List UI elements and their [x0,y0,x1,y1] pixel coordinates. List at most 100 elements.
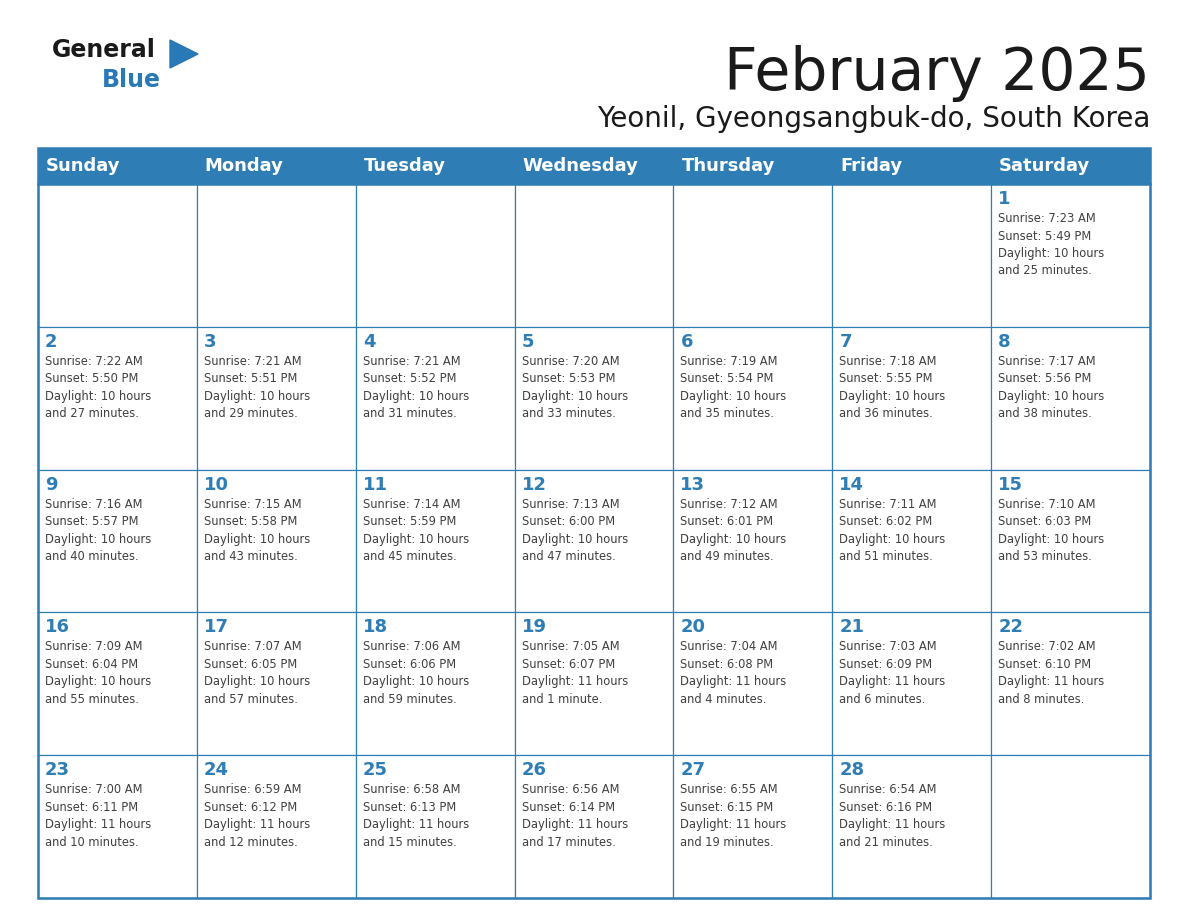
Text: 27: 27 [681,761,706,779]
Bar [514,184,674,327]
Text: Sunrise: 7:07 AM
Sunset: 6:05 PM
Daylight: 10 hours
and 57 minutes.: Sunrise: 7:07 AM Sunset: 6:05 PM Dayligh… [204,641,310,706]
Text: Sunrise: 6:55 AM
Sunset: 6:15 PM
Daylight: 11 hours
and 19 minutes.: Sunrise: 6:55 AM Sunset: 6:15 PM Dayligh… [681,783,786,849]
Text: Sunrise: 6:58 AM
Sunset: 6:13 PM
Daylight: 11 hours
and 15 minutes.: Sunrise: 6:58 AM Sunset: 6:13 PM Dayligh… [362,783,469,849]
Bar [833,756,991,898]
Text: Sunrise: 7:21 AM
Sunset: 5:52 PM
Daylight: 10 hours
and 31 minutes.: Sunrise: 7:21 AM Sunset: 5:52 PM Dayligh… [362,354,469,420]
Text: Sunrise: 7:17 AM
Sunset: 5:56 PM
Daylight: 10 hours
and 38 minutes.: Sunrise: 7:17 AM Sunset: 5:56 PM Dayligh… [998,354,1105,420]
Text: 4: 4 [362,333,375,351]
Text: Sunrise: 7:04 AM
Sunset: 6:08 PM
Daylight: 11 hours
and 4 minutes.: Sunrise: 7:04 AM Sunset: 6:08 PM Dayligh… [681,641,786,706]
Bar [674,184,833,327]
Text: 25: 25 [362,761,387,779]
Bar [674,612,833,756]
Text: Sunrise: 7:10 AM
Sunset: 6:03 PM
Daylight: 10 hours
and 53 minutes.: Sunrise: 7:10 AM Sunset: 6:03 PM Dayligh… [998,498,1105,563]
Text: 26: 26 [522,761,546,779]
Bar [38,470,197,612]
Text: Sunrise: 7:02 AM
Sunset: 6:10 PM
Daylight: 11 hours
and 8 minutes.: Sunrise: 7:02 AM Sunset: 6:10 PM Dayligh… [998,641,1105,706]
Text: 28: 28 [839,761,865,779]
Text: Yeonil, Gyeongsangbuk-do, South Korea: Yeonil, Gyeongsangbuk-do, South Korea [596,105,1150,133]
Text: 7: 7 [839,333,852,351]
Text: 24: 24 [204,761,229,779]
Bar [674,470,833,612]
Text: Sunrise: 7:12 AM
Sunset: 6:01 PM
Daylight: 10 hours
and 49 minutes.: Sunrise: 7:12 AM Sunset: 6:01 PM Dayligh… [681,498,786,563]
Bar [674,327,833,470]
Text: Sunrise: 7:16 AM
Sunset: 5:57 PM
Daylight: 10 hours
and 40 minutes.: Sunrise: 7:16 AM Sunset: 5:57 PM Dayligh… [45,498,151,563]
Bar [197,327,355,470]
Text: 21: 21 [839,619,865,636]
Text: Sunrise: 7:15 AM
Sunset: 5:58 PM
Daylight: 10 hours
and 43 minutes.: Sunrise: 7:15 AM Sunset: 5:58 PM Dayligh… [204,498,310,563]
Bar [833,184,991,327]
Bar [991,470,1150,612]
Text: Sunrise: 7:23 AM
Sunset: 5:49 PM
Daylight: 10 hours
and 25 minutes.: Sunrise: 7:23 AM Sunset: 5:49 PM Dayligh… [998,212,1105,277]
Bar [38,756,197,898]
Bar [197,184,355,327]
Polygon shape [170,40,198,68]
Bar [38,327,197,470]
Text: 2: 2 [45,333,57,351]
Text: 18: 18 [362,619,387,636]
Text: Monday: Monday [204,157,284,175]
Bar [355,756,514,898]
Text: 17: 17 [204,619,229,636]
Text: Sunrise: 7:05 AM
Sunset: 6:07 PM
Daylight: 11 hours
and 1 minute.: Sunrise: 7:05 AM Sunset: 6:07 PM Dayligh… [522,641,627,706]
Text: Thursday: Thursday [682,157,775,175]
Text: Sunrise: 7:21 AM
Sunset: 5:51 PM
Daylight: 10 hours
and 29 minutes.: Sunrise: 7:21 AM Sunset: 5:51 PM Dayligh… [204,354,310,420]
Text: 19: 19 [522,619,546,636]
Bar [833,327,991,470]
Text: Wednesday: Wednesday [523,157,638,175]
Text: Sunrise: 7:22 AM
Sunset: 5:50 PM
Daylight: 10 hours
and 27 minutes.: Sunrise: 7:22 AM Sunset: 5:50 PM Dayligh… [45,354,151,420]
Bar [38,148,1150,898]
Text: Sunrise: 7:06 AM
Sunset: 6:06 PM
Daylight: 10 hours
and 59 minutes.: Sunrise: 7:06 AM Sunset: 6:06 PM Dayligh… [362,641,469,706]
Text: Sunrise: 6:54 AM
Sunset: 6:16 PM
Daylight: 11 hours
and 21 minutes.: Sunrise: 6:54 AM Sunset: 6:16 PM Dayligh… [839,783,946,849]
Bar [991,327,1150,470]
Text: 3: 3 [204,333,216,351]
Bar [355,327,514,470]
Text: Blue: Blue [102,68,162,92]
Text: Sunrise: 7:14 AM
Sunset: 5:59 PM
Daylight: 10 hours
and 45 minutes.: Sunrise: 7:14 AM Sunset: 5:59 PM Dayligh… [362,498,469,563]
Text: Friday: Friday [840,157,903,175]
Text: Sunrise: 7:11 AM
Sunset: 6:02 PM
Daylight: 10 hours
and 51 minutes.: Sunrise: 7:11 AM Sunset: 6:02 PM Dayligh… [839,498,946,563]
Text: Sunrise: 6:59 AM
Sunset: 6:12 PM
Daylight: 11 hours
and 12 minutes.: Sunrise: 6:59 AM Sunset: 6:12 PM Dayligh… [204,783,310,849]
Bar [991,612,1150,756]
Bar [355,470,514,612]
Text: 9: 9 [45,476,57,494]
Bar [514,470,674,612]
Bar [514,756,674,898]
Text: Sunrise: 7:00 AM
Sunset: 6:11 PM
Daylight: 11 hours
and 10 minutes.: Sunrise: 7:00 AM Sunset: 6:11 PM Dayligh… [45,783,151,849]
Bar [514,327,674,470]
Text: 13: 13 [681,476,706,494]
Text: Sunrise: 7:19 AM
Sunset: 5:54 PM
Daylight: 10 hours
and 35 minutes.: Sunrise: 7:19 AM Sunset: 5:54 PM Dayligh… [681,354,786,420]
Bar [355,184,514,327]
Bar [833,470,991,612]
Text: Saturday: Saturday [999,157,1091,175]
Text: Sunrise: 7:13 AM
Sunset: 6:00 PM
Daylight: 10 hours
and 47 minutes.: Sunrise: 7:13 AM Sunset: 6:00 PM Dayligh… [522,498,627,563]
Bar [38,148,1150,184]
Text: Sunrise: 7:20 AM
Sunset: 5:53 PM
Daylight: 10 hours
and 33 minutes.: Sunrise: 7:20 AM Sunset: 5:53 PM Dayligh… [522,354,627,420]
Bar [674,756,833,898]
Bar [38,184,197,327]
Bar [197,612,355,756]
Text: 14: 14 [839,476,865,494]
Text: Sunrise: 7:09 AM
Sunset: 6:04 PM
Daylight: 10 hours
and 55 minutes.: Sunrise: 7:09 AM Sunset: 6:04 PM Dayligh… [45,641,151,706]
Bar [514,612,674,756]
Text: February 2025: February 2025 [725,45,1150,102]
Bar [38,612,197,756]
Text: 10: 10 [204,476,229,494]
Text: Sunday: Sunday [46,157,120,175]
Text: 22: 22 [998,619,1023,636]
Text: Tuesday: Tuesday [364,157,446,175]
Text: Sunrise: 6:56 AM
Sunset: 6:14 PM
Daylight: 11 hours
and 17 minutes.: Sunrise: 6:56 AM Sunset: 6:14 PM Dayligh… [522,783,627,849]
Text: General: General [52,38,156,62]
Bar [991,184,1150,327]
Text: 6: 6 [681,333,693,351]
Text: 20: 20 [681,619,706,636]
Text: 16: 16 [45,619,70,636]
Bar [833,612,991,756]
Bar [197,470,355,612]
Bar [991,756,1150,898]
Bar [355,612,514,756]
Text: 8: 8 [998,333,1011,351]
Bar [197,756,355,898]
Text: 23: 23 [45,761,70,779]
Text: 12: 12 [522,476,546,494]
Text: 1: 1 [998,190,1011,208]
